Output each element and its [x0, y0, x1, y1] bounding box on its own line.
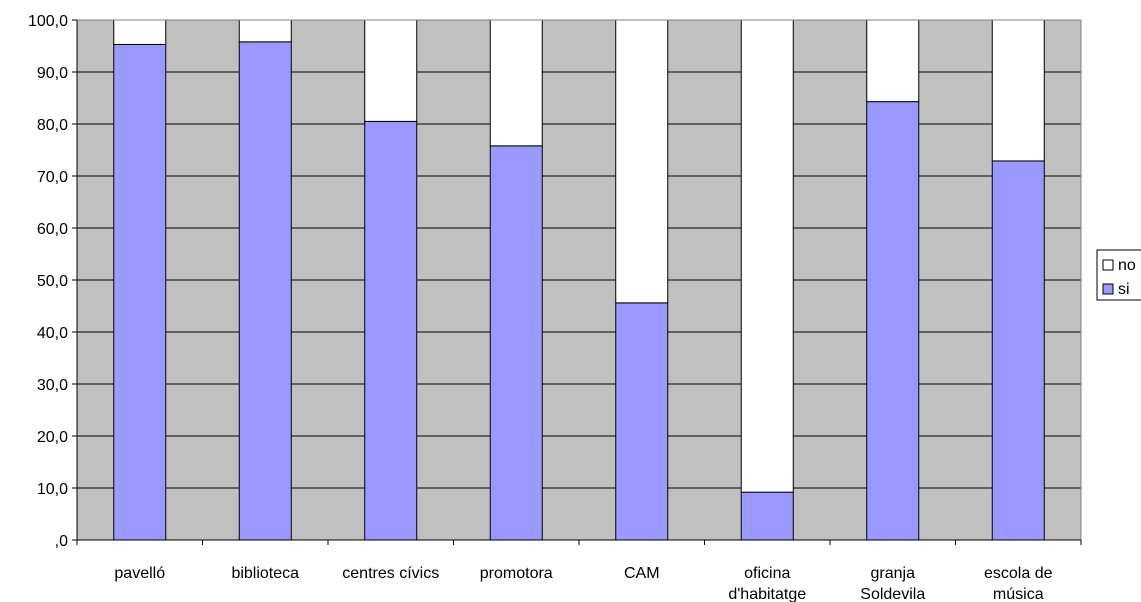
legend-label-no: no: [1118, 257, 1136, 274]
x-tick-label: Soldevila: [860, 586, 925, 602]
bar-si: [740, 491, 794, 541]
bars: [113, 19, 1045, 541]
x-tick-label: música: [993, 586, 1044, 602]
x-tick-label: CAM: [624, 565, 660, 582]
bar-no: [113, 19, 167, 45]
bar-si: [615, 302, 669, 541]
y-tick-label: ,0: [55, 533, 68, 550]
x-tick-label: oficina: [744, 565, 790, 582]
x-tick-label: promotora: [480, 565, 553, 582]
x-tick-label: granja: [871, 565, 916, 582]
y-tick-label: 30,0: [37, 377, 68, 394]
x-tick-label: biblioteca: [231, 565, 299, 582]
bar-si: [866, 101, 920, 541]
bar-si: [489, 145, 543, 541]
bar-si: [364, 120, 418, 541]
bar-no: [364, 19, 418, 122]
legend-label-si: si: [1118, 281, 1130, 298]
bar-si: [113, 43, 167, 541]
y-tick-label: 50,0: [37, 273, 68, 290]
x-tick-label: d'habitatge: [728, 586, 806, 602]
legend: no si: [1096, 249, 1141, 301]
y-tick-label: 100,0: [28, 13, 68, 30]
x-tick-label: escola de: [984, 565, 1053, 582]
bar-si: [991, 160, 1045, 541]
y-tick-label: 70,0: [37, 169, 68, 186]
y-tick-label: 10,0: [37, 481, 68, 498]
y-tick-label: 60,0: [37, 221, 68, 238]
bar-no: [740, 19, 794, 493]
axes: [72, 19, 1082, 545]
bar-no: [991, 19, 1045, 162]
bar-no: [238, 19, 292, 43]
bar-no: [615, 19, 669, 304]
legend-swatch-si: [1102, 283, 1114, 295]
y-tick-label: 40,0: [37, 325, 68, 342]
y-tick-label: 90,0: [37, 65, 68, 82]
y-tick-label: 80,0: [37, 117, 68, 134]
legend-swatch-no: [1102, 259, 1114, 271]
x-axis-tick-labels: pavelló biblioteca centres cívics promotora…: [114, 565, 1052, 602]
x-tick-label: pavelló: [114, 565, 165, 582]
bar-no: [866, 19, 920, 103]
y-axis-tick-labels: 100,0 90,0 80,0 70,0 60,0 50,0 40,0 30,0 20,0 10,…: [28, 13, 68, 550]
y-tick-label: 20,0: [37, 429, 68, 446]
bar-no: [489, 19, 543, 147]
x-tick-label: centres cívics: [342, 565, 439, 582]
bar-si: [238, 41, 292, 541]
